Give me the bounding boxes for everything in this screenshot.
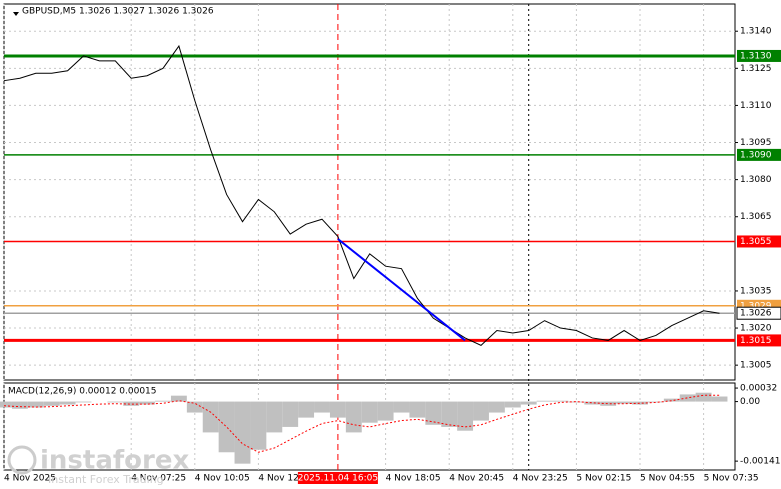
macd-bar [600, 401, 617, 406]
price-panel [3, 3, 736, 381]
macd-bar [552, 400, 569, 402]
macd-bar [409, 401, 426, 418]
macd-bar [520, 401, 537, 405]
macd-bar [377, 401, 394, 421]
macd-bar [218, 401, 235, 453]
macd-bar [170, 395, 187, 402]
y-tick-label: 0.00032 [740, 384, 777, 394]
x-tick-label: 4 Nov 18:05 [386, 474, 441, 484]
level-label-box [737, 334, 781, 347]
x-tick-label: 5 Nov 02:15 [576, 474, 631, 484]
macd-bar [107, 401, 124, 403]
y-tick-label: 1.3020 [740, 324, 772, 334]
macd-panel [3, 382, 736, 471]
macd-bar [298, 401, 315, 418]
macd-bar [314, 401, 330, 413]
macd-bar [234, 401, 251, 464]
macd-bar [282, 401, 299, 427]
macd-bar [139, 401, 156, 405]
macd-bar [504, 401, 521, 408]
macd-bar [711, 396, 728, 402]
x-tick-label: 4 Nov 20:45 [449, 474, 504, 484]
macd-title: MACD(12,26,9) 0.00012 0.00015 [8, 387, 157, 397]
level-label: 1.3090 [740, 150, 772, 160]
x-tick-label: 4 Nov 2025 [4, 474, 56, 484]
level-label-box [737, 49, 781, 62]
macd-bar [202, 401, 219, 433]
macd-bar [27, 401, 44, 408]
x-tick-label: 4 Nov 07:25 [131, 474, 186, 484]
y-tick-label: 1.3035 [740, 286, 772, 296]
y-tick-label: 1.3080 [740, 175, 772, 185]
macd-bar [361, 401, 378, 423]
macd-bar [441, 401, 458, 427]
macd-bar [155, 400, 171, 402]
macd-bar [679, 394, 696, 402]
trend-line [337, 238, 466, 342]
macd-bar [59, 401, 76, 405]
macd-bar [647, 401, 664, 403]
macd-bar [11, 401, 28, 409]
logo-tagline: Instant Forex Trading [48, 473, 164, 486]
plot-layer: 1.3140 1.3125 1.3110 1.3095 1.3080 1.3065 1.30… [0, 4, 781, 484]
macd-bar [345, 401, 362, 433]
y-tick-label: 1.3110 [740, 101, 772, 111]
macd-bar [43, 401, 60, 406]
x-tick-label: 4 Nov 12:45 [258, 474, 313, 484]
y-tick-label: 1.3005 [740, 361, 772, 371]
x-tick-label: 5 Nov 04:55 [640, 474, 695, 484]
watermark: instaforex Instant Forex Trading [7, 445, 190, 486]
macd-bar [632, 401, 648, 405]
y-tick-label: 1.3140 [740, 27, 772, 37]
y-tick-label: 0.00 [740, 397, 760, 407]
logo-icon [7, 445, 37, 475]
level-label: 1.3055 [740, 237, 772, 247]
macd-bar [536, 400, 553, 402]
macd-bar [695, 392, 712, 402]
macd-bar [329, 401, 346, 418]
y-tick-label: 1.3095 [740, 138, 772, 148]
macd-bar [393, 401, 410, 413]
macd-bar [123, 401, 140, 406]
macd-bar [488, 401, 505, 413]
chart-title: GBPUSD,M5 1.3026 1.3027 1.3026 1.3026 [22, 7, 214, 17]
level-label: 1.3026 [740, 309, 772, 319]
level-label-box [737, 148, 781, 161]
macd-bar [75, 401, 92, 403]
x-tick-label: 5 Nov 07:35 [704, 474, 759, 484]
x-tick-label: 4 Nov 23:25 [513, 474, 568, 484]
macd-bar [568, 401, 585, 403]
macd-bar [250, 401, 267, 450]
y-tick-label: 1.3065 [740, 212, 772, 222]
level-label-box [736, 306, 781, 320]
marker-label-box [297, 472, 378, 484]
macd-bar [266, 401, 283, 433]
macd-bar [473, 401, 489, 421]
y-tick-label: -0.00141 [740, 457, 780, 467]
level-label: 1.3130 [740, 51, 772, 61]
logo-text: instaforex [40, 446, 190, 476]
y-tick-label: 1.3125 [740, 64, 772, 74]
macd-bar [425, 401, 442, 425]
macd-bar [457, 401, 474, 431]
x-tick-label: 4 Nov 10:05 [195, 474, 250, 484]
symbol-icon [13, 12, 19, 16]
macd-bar [663, 398, 680, 402]
marker-label: 2025.11.04 16:05 [298, 474, 378, 484]
level-label-box [737, 235, 781, 248]
level-label: 1.3015 [740, 336, 772, 346]
macd-bar [616, 401, 633, 404]
price-line [3, 44, 720, 346]
level-label: 1.3029 [740, 301, 772, 311]
macd-bar [584, 401, 601, 405]
macd-bar [186, 401, 203, 413]
macd-bar [0, 401, 12, 408]
